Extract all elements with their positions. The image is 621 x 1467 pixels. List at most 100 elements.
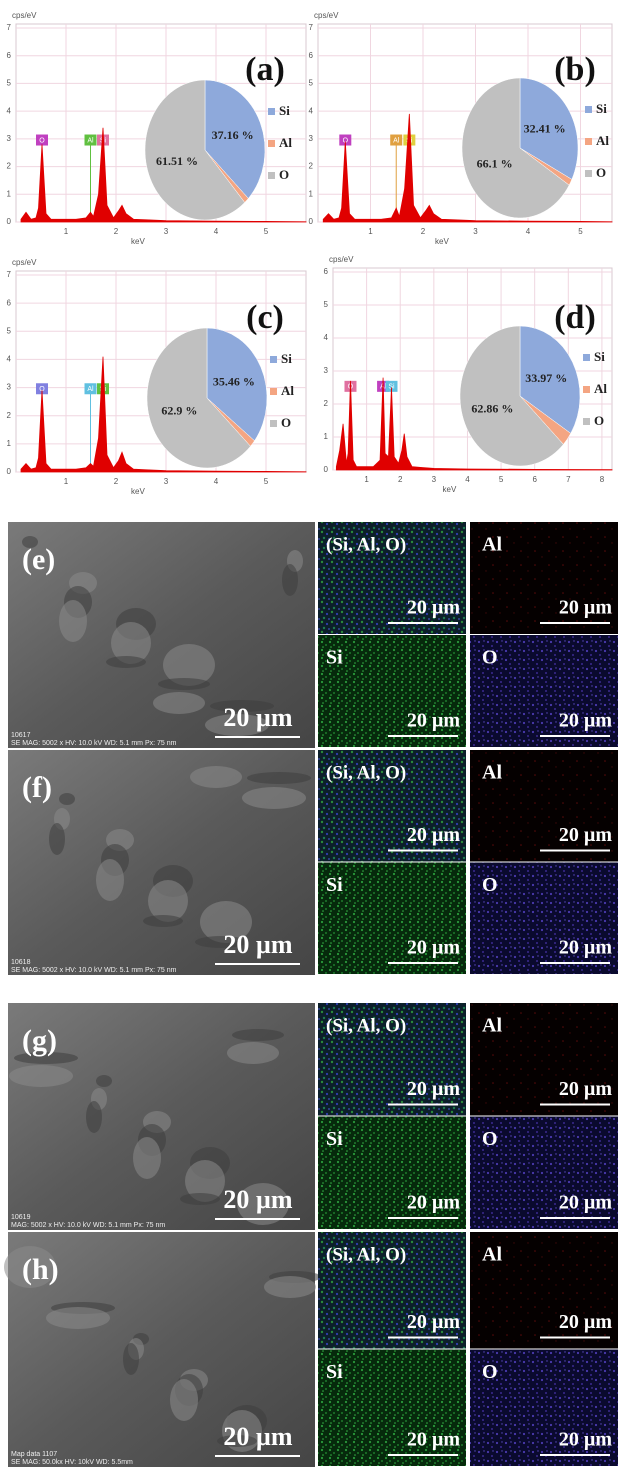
peak-label: O: [39, 137, 45, 144]
scale-text: 20 µm: [223, 1422, 292, 1451]
legend-swatch: [583, 386, 590, 393]
x-axis-label: keV: [443, 485, 457, 494]
map-scale-text: 20 µm: [559, 937, 613, 959]
panel-label: (a): [245, 51, 285, 88]
y-tick-label: 2: [7, 411, 12, 420]
x-tick-label: 4: [214, 477, 219, 486]
map-label: Si: [326, 647, 343, 669]
y-tick-label: 2: [324, 399, 329, 408]
legend-swatch: [585, 138, 592, 145]
x-tick-label: 5: [264, 477, 269, 486]
map-scale-text: 20 µm: [407, 1192, 461, 1214]
sem-particle: [180, 1193, 220, 1205]
y-tick-label: 6: [324, 267, 329, 276]
map-scale-text: 20 µm: [407, 824, 461, 846]
legend-label: Si: [594, 349, 605, 364]
y-tick-label: 5: [309, 79, 314, 88]
scale-text: 20 µm: [223, 703, 292, 732]
legend-swatch: [268, 172, 275, 179]
legend-swatch: [585, 106, 592, 113]
x-tick-label: 3: [164, 477, 169, 486]
x-tick-label: 4: [214, 227, 219, 236]
y-tick-label: 7: [7, 270, 12, 279]
y-tick-label: 5: [7, 79, 12, 88]
image-info: MAG: 5002 x HV: 10.0 kV WD: 5.1 mm Px: 7…: [11, 1222, 165, 1229]
sem-particle: [153, 692, 205, 714]
x-tick-label: 8: [600, 475, 605, 484]
legend-label: Al: [279, 135, 292, 150]
y-tick-label: 3: [7, 134, 12, 143]
map-scale-text: 20 µm: [407, 597, 461, 619]
sem-particle: [96, 1075, 112, 1087]
legend-label: Si: [596, 101, 607, 116]
x-tick-label: 2: [114, 227, 119, 236]
sem-particle: [49, 823, 65, 855]
sem-particle: [264, 1276, 316, 1298]
x-tick-label: 1: [64, 477, 69, 486]
y-tick-label: 4: [324, 333, 329, 342]
sem-particle: [86, 1101, 102, 1133]
value-label: 62.9 %: [161, 404, 197, 418]
map-label: Si: [326, 1361, 343, 1383]
y-tick-label: 6: [7, 51, 12, 60]
value-label: 33.97 %: [525, 371, 567, 385]
x-tick-label: 3: [164, 227, 169, 236]
x-tick-label: 1: [364, 475, 369, 484]
y-tick-label: 0: [309, 217, 314, 226]
map-scale-text: 20 µm: [407, 937, 461, 959]
legend-swatch: [583, 354, 590, 361]
sem-particle: [96, 859, 124, 901]
map-label: Al: [482, 534, 502, 556]
map-label: Al: [482, 1244, 502, 1266]
legend-label: Si: [279, 103, 290, 118]
y-tick-label: 5: [7, 326, 12, 335]
x-tick-label: 5: [578, 227, 583, 236]
y-tick-label: 2: [7, 162, 12, 171]
figure: 0123456712345cps/eVkeVOAlSi37.16 %Si1.33…: [0, 0, 621, 1467]
scale-text: 20 µm: [223, 1185, 292, 1214]
legend-label: O: [281, 415, 291, 430]
map-label: (Si, Al, O): [326, 1015, 406, 1036]
y-tick-label: 3: [309, 134, 314, 143]
map-scale-text: 20 µm: [407, 710, 461, 732]
sem-particle: [9, 1065, 73, 1087]
value-label: 66.1 %: [477, 157, 513, 171]
panel-label: (f): [22, 771, 52, 804]
legend-label: Al: [596, 133, 609, 148]
legend-label: O: [594, 413, 604, 428]
scale-text: 20 µm: [223, 930, 292, 959]
y-tick-label: 2: [309, 162, 314, 171]
x-tick-label: 2: [114, 477, 119, 486]
sem-particle: [133, 1137, 161, 1179]
x-tick-label: 7: [566, 475, 571, 484]
x-tick-label: 1: [64, 227, 69, 236]
y-tick-label: 4: [309, 106, 314, 115]
sem-particle: [232, 1029, 284, 1041]
x-axis-label: keV: [435, 237, 449, 246]
image-id: 10617: [11, 732, 31, 739]
legend-swatch: [270, 388, 277, 395]
legend-label: Al: [594, 381, 607, 396]
value-label: 61.51 %: [156, 154, 198, 168]
map-scale-text: 20 µm: [407, 1429, 461, 1451]
y-axis-label: cps/eV: [12, 11, 37, 20]
map-scale-text: 20 µm: [559, 1311, 613, 1333]
map-scale-text: 20 µm: [559, 824, 613, 846]
sem-particle: [247, 772, 311, 784]
sem-particle: [106, 656, 146, 668]
map-scale-text: 20 µm: [559, 1078, 613, 1100]
panel-label: (c): [246, 299, 284, 336]
x-tick-label: 5: [264, 227, 269, 236]
x-tick-label: 4: [526, 227, 531, 236]
y-tick-label: 1: [309, 189, 314, 198]
image-info: SE MAG: 5002 x HV: 10.0 kV WD: 5.1 mm Px…: [11, 967, 177, 974]
map-label: Al: [482, 762, 502, 784]
panel-label: (b): [554, 51, 596, 88]
y-tick-label: 1: [324, 432, 329, 441]
y-tick-label: 7: [7, 23, 12, 32]
image-info: SE MAG: 5002 x HV: 10.0 kV WD: 5.1 mm Px…: [11, 740, 177, 747]
map-scale-text: 20 µm: [559, 1192, 613, 1214]
legend-label: O: [279, 167, 289, 182]
x-tick-label: 2: [421, 227, 426, 236]
x-axis-label: keV: [131, 487, 145, 496]
